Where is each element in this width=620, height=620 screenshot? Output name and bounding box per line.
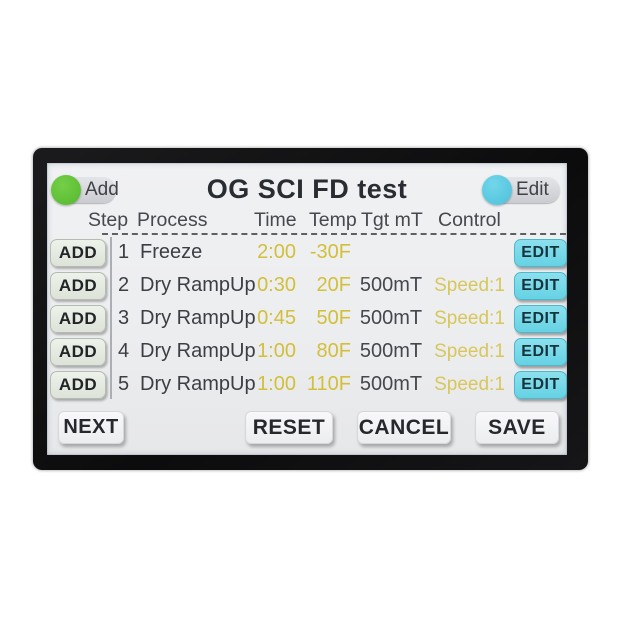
add-step-button[interactable]: ADD (50, 337, 106, 366)
process-name: Dry RampUp (140, 307, 256, 329)
temp-value: 50F (316, 307, 351, 329)
process-name: Dry RampUp (140, 274, 256, 296)
column-header-step: Step (88, 209, 129, 231)
add-cell: ADD (47, 238, 110, 267)
add-mode-toggle[interactable]: Add (51, 175, 119, 205)
step-number: 5 (118, 373, 130, 395)
add-toggle-label: Add (85, 179, 119, 200)
edit-step-button[interactable]: EDIT (514, 337, 567, 366)
add-cell: ADD (47, 304, 110, 333)
edit-step-button[interactable]: EDIT (514, 271, 567, 300)
edit-step-button[interactable]: EDIT (514, 370, 567, 399)
control-value: Speed:1 (434, 373, 505, 395)
edit-mode-toggle[interactable]: Edit (482, 175, 560, 205)
temp-value: -30F (309, 241, 351, 263)
target-mt-value: 500mT (359, 274, 423, 296)
page-title: OG SCI FD test (206, 174, 408, 204)
time-value: 0:30 (257, 274, 296, 296)
control-value: Speed:1 (434, 340, 505, 362)
edit-toggle-label: Edit (516, 179, 549, 200)
touchscreen: OG SCI FD test Add Edit Step Process Tim… (47, 163, 567, 455)
process-name: Freeze (140, 241, 203, 263)
target-mt-value: 500mT (359, 307, 423, 329)
target-mt-value: 500mT (359, 373, 423, 395)
next-button[interactable]: NEXT (58, 411, 124, 444)
add-step-button[interactable]: ADD (50, 304, 106, 333)
time-value: 1:00 (257, 373, 296, 395)
edit-step-button[interactable]: EDIT (514, 304, 567, 333)
temp-value: 110F (306, 373, 351, 395)
table-row: ADD 2 Dry RampUp 0:30 20F 500mT Speed:1 … (47, 269, 567, 302)
add-step-button[interactable]: ADD (50, 238, 106, 267)
time-value: 0:45 (257, 307, 296, 329)
step-number: 1 (118, 241, 130, 263)
temp-value: 80F (316, 340, 351, 362)
step-number: 3 (118, 307, 130, 329)
temp-value: 20F (316, 274, 351, 296)
step-number: 4 (118, 340, 130, 362)
top-bar: OG SCI FD test Add Edit (47, 174, 567, 206)
control-value: Speed:1 (434, 274, 505, 296)
edit-step-button[interactable]: EDIT (514, 238, 567, 267)
add-cell: ADD (47, 337, 110, 366)
table-column-headers: Step Process Time Temp Tgt mT Control (47, 209, 567, 233)
add-cell: ADD (47, 271, 110, 300)
table-row: ADD 1 Freeze 2:00 -30F EDIT (47, 236, 567, 269)
time-value: 1:00 (257, 340, 296, 362)
column-header-control: Control (438, 209, 501, 231)
save-button[interactable]: SAVE (475, 411, 559, 444)
column-divider-line (110, 237, 112, 399)
column-header-temp: Temp (309, 209, 357, 231)
edit-indicator-icon (482, 175, 512, 205)
add-indicator-icon (51, 175, 81, 205)
add-cell: ADD (47, 370, 110, 399)
table-row: ADD 4 Dry RampUp 1:00 80F 500mT Speed:1 … (47, 335, 567, 368)
add-step-button[interactable]: ADD (50, 370, 106, 399)
control-value: Speed:1 (434, 307, 505, 329)
header-divider-line (102, 233, 566, 235)
column-header-process: Process (137, 209, 208, 231)
process-name: Dry RampUp (140, 340, 256, 362)
add-step-button[interactable]: ADD (50, 271, 106, 300)
table-row: ADD 3 Dry RampUp 0:45 50F 500mT Speed:1 … (47, 302, 567, 335)
device-bezel: OG SCI FD test Add Edit Step Process Tim… (33, 148, 588, 470)
table-row: ADD 5 Dry RampUp 1:00 110F 500mT Speed:1… (47, 368, 567, 401)
column-header-time: Time (254, 209, 297, 231)
time-value: 2:00 (257, 241, 296, 263)
step-number: 2 (118, 274, 130, 296)
reset-button[interactable]: RESET (245, 411, 333, 444)
target-mt-value: 500mT (359, 340, 423, 362)
column-header-tgt-mt: Tgt mT (361, 209, 423, 231)
recipe-step-table: ADD 1 Freeze 2:00 -30F EDIT ADD 2 Dry Ra… (47, 236, 567, 401)
cancel-button[interactable]: CANCEL (357, 411, 451, 444)
process-name: Dry RampUp (140, 373, 256, 395)
footer-bar: NEXT RESET CANCEL SAVE (47, 410, 567, 446)
